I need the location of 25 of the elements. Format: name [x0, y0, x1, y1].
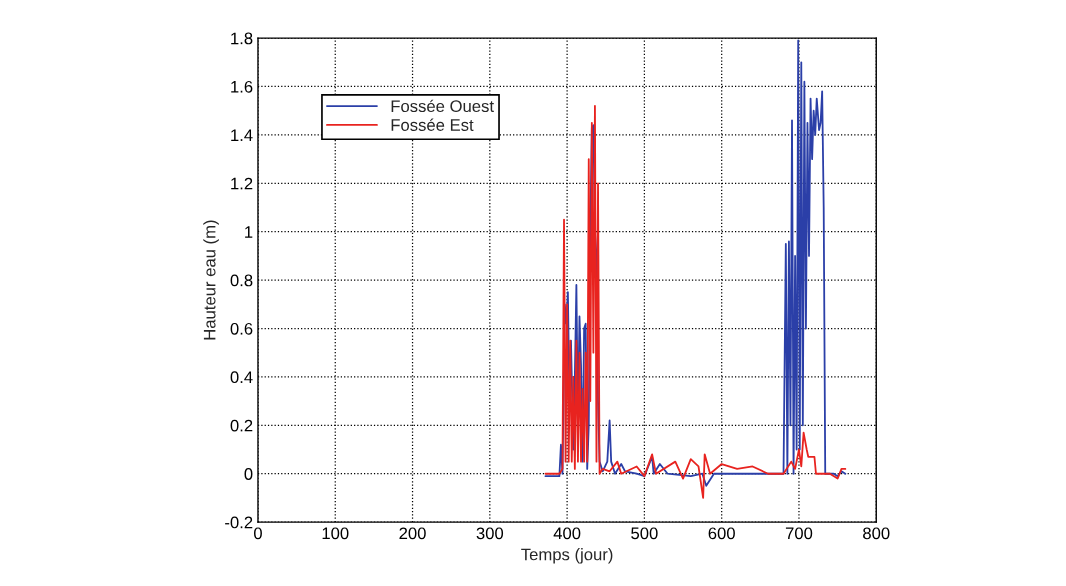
y-tick-label: 0.8	[230, 274, 253, 287]
y-tick-label: 1.4	[231, 129, 253, 141]
y-tick-label: 1	[245, 226, 253, 238]
legend-label: Fossée Est	[391, 118, 474, 131]
y-axis-title: Hauteur eau (m)	[203, 220, 219, 340]
y-tick-label: 0	[244, 468, 253, 480]
legend-label: Fossée Ouest	[391, 99, 494, 113]
x-axis-title: Temps (jour)	[521, 548, 613, 564]
y-tick-label: 1.2	[231, 177, 253, 190]
x-tick-label: 600	[708, 527, 735, 540]
y-tick-label: 0.2	[230, 419, 253, 432]
y-tick-label: 0.6	[230, 322, 253, 335]
x-tick-label: 700	[785, 527, 813, 540]
x-tick-label: 0	[253, 527, 262, 540]
y-tick-label: 1.6	[231, 80, 253, 93]
x-tick-label: 400	[553, 527, 581, 540]
y-tick-label: -0.2	[225, 516, 253, 529]
x-tick-label: 100	[322, 527, 349, 540]
x-tick-label: 200	[399, 527, 426, 540]
line-series	[544, 104, 847, 499]
y-tick-label: 0.4	[230, 371, 253, 384]
y-tick-label: 1.8	[231, 32, 253, 45]
x-tick-label: 800	[863, 527, 890, 540]
x-tick-label: 500	[631, 527, 658, 540]
x-tick-label: 300	[476, 527, 504, 540]
